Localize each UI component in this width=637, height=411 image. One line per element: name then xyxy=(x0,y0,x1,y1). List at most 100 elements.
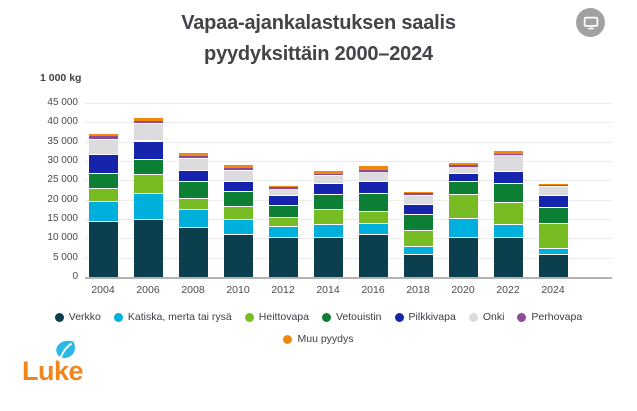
bar-segment-perhovapa[interactable] xyxy=(133,121,163,124)
bar-segment-perhovapa[interactable] xyxy=(448,165,478,167)
legend-item-pilkkivapa[interactable]: Pilkkivapa xyxy=(394,311,456,323)
bar-segment-onki[interactable] xyxy=(313,175,343,183)
bar-segment-vetouistin[interactable] xyxy=(88,172,118,189)
bar-segment-onki[interactable] xyxy=(493,154,523,171)
bar-segment-onki[interactable] xyxy=(88,138,118,154)
bar-segment-pilkkivapa[interactable] xyxy=(538,195,568,207)
bar-segment-onki[interactable] xyxy=(268,188,298,196)
bar-segment-heittovapa[interactable] xyxy=(358,211,388,223)
bar-segment-perhovapa[interactable] xyxy=(88,136,118,139)
bar-segment-vetouistin[interactable] xyxy=(448,181,478,195)
bar-segment-muu-pyydys[interactable] xyxy=(403,191,433,194)
legend-item-heittovapa[interactable]: Heittovapa xyxy=(244,311,309,323)
bar-segment-muu-pyydys[interactable] xyxy=(493,149,523,154)
bar-segment-perhovapa[interactable] xyxy=(493,153,523,156)
bar-segment-katiska-merta-tai-rysä[interactable] xyxy=(358,222,388,235)
bar-segment-pilkkivapa[interactable] xyxy=(178,170,208,182)
bar-segment-verkko[interactable] xyxy=(538,253,568,277)
display-button[interactable] xyxy=(576,8,605,37)
bar-segment-verkko[interactable] xyxy=(313,237,343,277)
bar-segment-verkko[interactable] xyxy=(403,253,433,277)
legend-label: Vetouistin xyxy=(335,311,382,323)
bar-segment-vetouistin[interactable] xyxy=(133,159,163,175)
bar-segment-katiska-merta-tai-rysä[interactable] xyxy=(268,226,298,238)
bar-segment-perhovapa[interactable] xyxy=(313,173,343,176)
bar-segment-katiska-merta-tai-rysä[interactable] xyxy=(178,209,208,228)
legend-dot xyxy=(517,312,527,322)
bar-segment-vetouistin[interactable] xyxy=(403,213,433,231)
bar-segment-pilkkivapa[interactable] xyxy=(223,181,253,192)
bar-segment-pilkkivapa[interactable] xyxy=(493,170,523,184)
bar-segment-pilkkivapa[interactable] xyxy=(268,195,298,206)
bar-segment-heittovapa[interactable] xyxy=(223,206,253,219)
bar-segment-muu-pyydys[interactable] xyxy=(178,152,208,156)
bar-segment-onki[interactable] xyxy=(448,166,478,173)
bar-segment-perhovapa[interactable] xyxy=(223,167,253,170)
bar-segment-muu-pyydys[interactable] xyxy=(88,132,118,137)
bar-segment-heittovapa[interactable] xyxy=(88,188,118,201)
bar-segment-verkko[interactable] xyxy=(493,237,523,277)
bar-segment-heittovapa[interactable] xyxy=(493,201,523,225)
bar-segment-heittovapa[interactable] xyxy=(313,209,343,224)
bar-segment-heittovapa[interactable] xyxy=(538,223,568,248)
bar-segment-pilkkivapa[interactable] xyxy=(358,181,388,193)
bar-segment-katiska-merta-tai-rysä[interactable] xyxy=(133,192,163,220)
bar-segment-vetouistin[interactable] xyxy=(268,205,298,218)
bar-segment-onki[interactable] xyxy=(358,171,388,182)
bar-segment-vetouistin[interactable] xyxy=(358,192,388,212)
legend-item-verkko[interactable]: Verkko xyxy=(54,311,101,323)
bar-segment-vetouistin[interactable] xyxy=(493,183,523,202)
bar-segment-vetouistin[interactable] xyxy=(178,181,208,198)
bar-segment-verkko[interactable] xyxy=(88,220,118,277)
bar-segment-muu-pyydys[interactable] xyxy=(538,183,568,186)
bar-segment-onki[interactable] xyxy=(223,169,253,182)
bar-segment-katiska-merta-tai-rysä[interactable] xyxy=(313,223,343,238)
bar-segment-muu-pyydys[interactable] xyxy=(268,184,298,188)
bar-segment-verkko[interactable] xyxy=(178,227,208,277)
bar-segment-muu-pyydys[interactable] xyxy=(448,162,478,166)
bar-segment-pilkkivapa[interactable] xyxy=(448,172,478,182)
bar-segment-onki[interactable] xyxy=(538,185,568,196)
bar-segment-heittovapa[interactable] xyxy=(268,217,298,227)
bar-segment-verkko[interactable] xyxy=(448,237,478,277)
bar-segment-onki[interactable] xyxy=(178,158,208,171)
legend-item-onki[interactable]: Onki xyxy=(468,311,504,323)
legend-item-katiska-merta-tai-rysä[interactable]: Katiska, merta tai rysä xyxy=(113,311,232,323)
bar-segment-vetouistin[interactable] xyxy=(538,206,568,224)
bar-segment-pilkkivapa[interactable] xyxy=(403,203,433,214)
legend-item-vetouistin[interactable]: Vetouistin xyxy=(321,311,382,323)
bar-segment-perhovapa[interactable] xyxy=(178,155,208,159)
legend-dot xyxy=(321,312,331,322)
bar-segment-onki[interactable] xyxy=(403,194,433,204)
bar-segment-heittovapa[interactable] xyxy=(133,174,163,193)
bar-segment-verkko[interactable] xyxy=(133,219,163,277)
bar-segment-katiska-merta-tai-rysä[interactable] xyxy=(223,218,253,234)
bar-segment-katiska-merta-tai-rysä[interactable] xyxy=(448,217,478,238)
bar-segment-muu-pyydys[interactable] xyxy=(313,170,343,174)
bar-segment-perhovapa[interactable] xyxy=(538,184,568,187)
bar-segment-katiska-merta-tai-rysä[interactable] xyxy=(88,200,118,221)
bar-segment-muu-pyydys[interactable] xyxy=(223,164,253,168)
bar-segment-verkko[interactable] xyxy=(223,233,253,277)
bar-segment-verkko[interactable] xyxy=(268,237,298,277)
bar-segment-katiska-merta-tai-rysä[interactable] xyxy=(538,247,568,254)
bar-segment-heittovapa[interactable] xyxy=(403,230,433,247)
bar-segment-katiska-merta-tai-rysä[interactable] xyxy=(403,246,433,254)
bar-segment-muu-pyydys[interactable] xyxy=(358,164,388,171)
bar-segment-vetouistin[interactable] xyxy=(313,194,343,210)
bar-segment-katiska-merta-tai-rysä[interactable] xyxy=(493,224,523,238)
bar-segment-onki[interactable] xyxy=(133,123,163,141)
bar-segment-muu-pyydys[interactable] xyxy=(133,117,163,122)
legend-item-muu-pyydys[interactable]: Muu pyydys xyxy=(283,333,354,345)
bar-segment-heittovapa[interactable] xyxy=(448,194,478,218)
bar-segment-verkko[interactable] xyxy=(358,234,388,277)
bar-segment-perhovapa[interactable] xyxy=(403,193,433,195)
bar-segment-vetouistin[interactable] xyxy=(223,191,253,207)
bar-segment-pilkkivapa[interactable] xyxy=(313,182,343,195)
bar-segment-perhovapa[interactable] xyxy=(358,170,388,172)
bar-segment-pilkkivapa[interactable] xyxy=(133,140,163,160)
bar-segment-perhovapa[interactable] xyxy=(268,187,298,189)
bar-segment-heittovapa[interactable] xyxy=(178,197,208,210)
legend-item-perhovapa[interactable]: Perhovapa xyxy=(517,311,582,323)
bar-segment-pilkkivapa[interactable] xyxy=(88,153,118,173)
